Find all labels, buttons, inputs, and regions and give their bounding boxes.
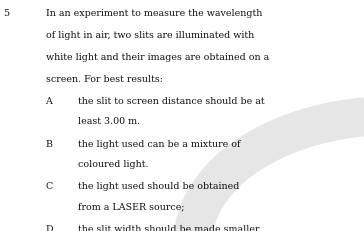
Text: B: B	[46, 140, 52, 149]
Text: A: A	[46, 97, 52, 106]
Text: the light used should be obtained: the light used should be obtained	[78, 182, 240, 191]
Text: 5: 5	[4, 9, 10, 18]
Text: of light in air, two slits are illuminated with: of light in air, two slits are illuminat…	[46, 31, 254, 40]
Text: the slit width should be made smaller: the slit width should be made smaller	[78, 225, 260, 231]
Text: the light used can be a mixture of: the light used can be a mixture of	[78, 140, 241, 149]
Text: D: D	[46, 225, 53, 231]
Text: In an experiment to measure the wavelength: In an experiment to measure the waveleng…	[46, 9, 262, 18]
Text: from a LASER source;: from a LASER source;	[78, 202, 185, 211]
Text: white light and their images are obtained on a: white light and their images are obtaine…	[46, 53, 269, 62]
Text: least 3.00 m.: least 3.00 m.	[78, 117, 141, 126]
Text: screen. For best results:: screen. For best results:	[46, 75, 162, 84]
Text: the slit to screen distance should be at: the slit to screen distance should be at	[78, 97, 265, 106]
Text: coloured light.: coloured light.	[78, 160, 149, 169]
Text: C: C	[46, 182, 53, 191]
